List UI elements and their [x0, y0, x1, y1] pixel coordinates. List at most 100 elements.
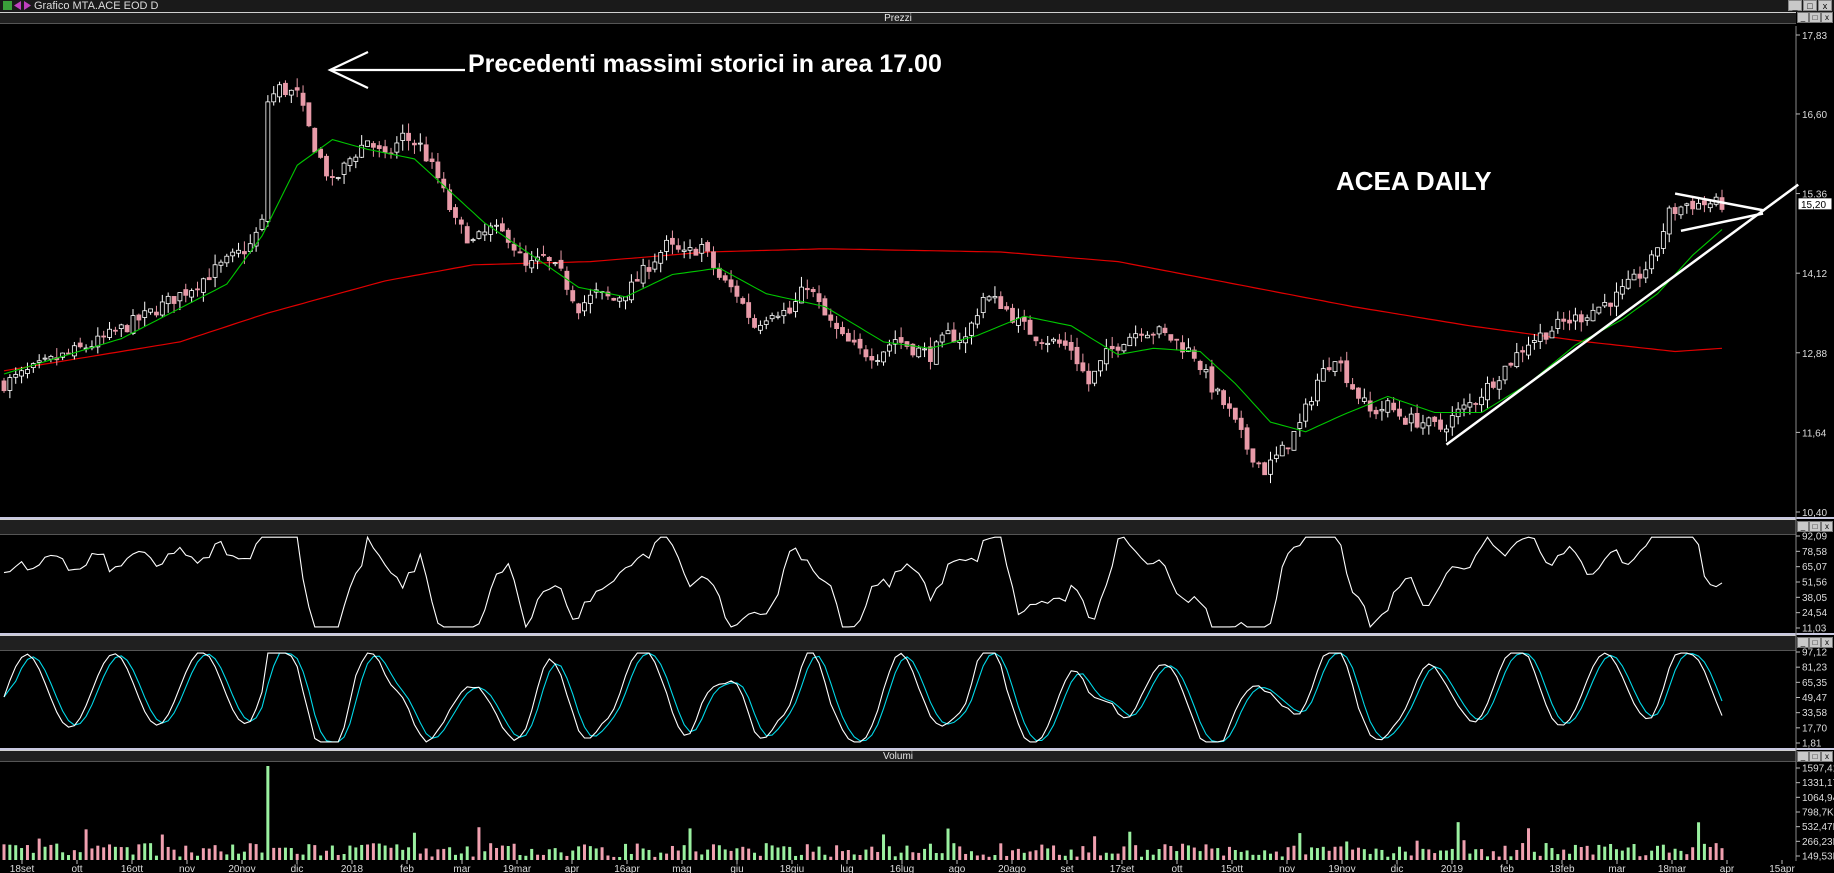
- candle-body: [1115, 346, 1121, 351]
- volume-bar: [1005, 855, 1009, 860]
- rsi-max-button[interactable]: □: [1809, 521, 1821, 532]
- candle-body: [1702, 200, 1707, 206]
- volume-bar: [1579, 847, 1583, 860]
- candle-body: [1561, 318, 1567, 322]
- volume-bar: [1609, 843, 1613, 860]
- panel-max-button[interactable]: □: [1809, 12, 1821, 23]
- panel-separator[interactable]: [0, 517, 1834, 519]
- candle-body: [658, 252, 664, 264]
- volume-bar: [1656, 845, 1660, 860]
- candle-body: [857, 338, 863, 349]
- candle-body: [288, 89, 294, 96]
- price-tick-label: 12,88: [1802, 349, 1827, 360]
- rsi-min-button[interactable]: _: [1797, 521, 1809, 532]
- last-price-label: 15,20: [1801, 200, 1826, 211]
- volume-bar: [1386, 856, 1390, 860]
- candle-body: [1238, 417, 1244, 430]
- date-tick-label: dic: [291, 864, 304, 873]
- volume-bar: [495, 847, 499, 860]
- candle-body: [312, 127, 318, 153]
- volume-bar: [635, 843, 639, 860]
- volume-bar: [1257, 854, 1261, 860]
- volume-bar: [1661, 844, 1665, 860]
- candle-body: [1297, 422, 1303, 429]
- candle-body: [546, 257, 552, 262]
- back-icon[interactable]: [13, 1, 22, 10]
- candle-body: [48, 355, 54, 360]
- volume-bar: [154, 855, 158, 860]
- volume-bar: [190, 852, 194, 860]
- volume-bar: [588, 846, 592, 860]
- candle-body: [793, 301, 798, 312]
- candle-body: [136, 314, 142, 321]
- volume-bar: [1251, 854, 1255, 860]
- osc-tick-label: 51,56: [1802, 578, 1827, 589]
- volume-bar: [84, 829, 88, 860]
- vol-close-button[interactable]: x: [1821, 751, 1833, 762]
- stoch-min-button[interactable]: _: [1797, 637, 1809, 648]
- volume-bar: [324, 850, 328, 860]
- candle-body: [957, 340, 963, 343]
- candle-body: [699, 244, 705, 254]
- candle-body: [1590, 309, 1596, 322]
- volume-bar: [653, 856, 657, 860]
- volume-bar: [119, 847, 123, 860]
- candle-body: [488, 225, 494, 235]
- volume-bar: [887, 846, 891, 860]
- volume-bar: [389, 847, 393, 860]
- volume-bar: [1227, 846, 1231, 860]
- panel-separator[interactable]: [0, 633, 1834, 635]
- candle-body: [271, 93, 277, 103]
- volume-bar: [606, 855, 610, 860]
- candle-body: [529, 260, 535, 269]
- candle-body: [89, 346, 95, 349]
- app-icon: [3, 1, 12, 10]
- candle-body: [863, 349, 869, 358]
- volume-bar: [1444, 850, 1448, 860]
- candle-body: [623, 296, 628, 302]
- candle-body: [605, 291, 611, 297]
- vol-min-button[interactable]: _: [1797, 751, 1809, 762]
- candle-body: [265, 101, 271, 222]
- candle-body: [1397, 408, 1402, 417]
- panel-close-button[interactable]: x: [1821, 12, 1833, 23]
- candle-body: [916, 347, 922, 358]
- candle-body: [810, 288, 816, 293]
- candle-body: [634, 279, 640, 282]
- maximize-button[interactable]: □: [1803, 0, 1817, 11]
- volume-bar: [899, 852, 903, 860]
- volume-bar: [1392, 853, 1396, 860]
- volume-bar: [565, 855, 569, 860]
- volume-bar: [143, 843, 147, 860]
- forward-icon[interactable]: [23, 1, 32, 10]
- volume-bar: [1046, 848, 1050, 860]
- volume-bar: [401, 849, 405, 860]
- stoch-max-button[interactable]: □: [1809, 637, 1821, 648]
- rsi-close-button[interactable]: x: [1821, 521, 1833, 532]
- vol-max-button[interactable]: □: [1809, 751, 1821, 762]
- candle-body: [1707, 203, 1713, 209]
- candle-body: [1162, 327, 1168, 334]
- volume-bar: [1345, 841, 1349, 860]
- close-button[interactable]: x: [1818, 0, 1832, 11]
- minimize-button[interactable]: _: [1788, 0, 1802, 11]
- candle-body: [107, 328, 112, 338]
- stoch-close-button[interactable]: x: [1821, 637, 1833, 648]
- vol-tick-label: 266,23K: [1802, 837, 1834, 848]
- candle-body: [353, 156, 359, 162]
- volume-bar: [1480, 849, 1484, 860]
- panel-min-button[interactable]: _: [1797, 12, 1809, 23]
- volume-bar: [518, 855, 522, 860]
- volume-bar: [55, 843, 59, 860]
- panel-separator[interactable]: [0, 748, 1834, 750]
- volume-bar: [577, 846, 581, 860]
- volume-bar: [1298, 833, 1302, 860]
- candle-body: [1596, 306, 1602, 314]
- vol-tick-label: 1597,41: [1802, 764, 1834, 775]
- candle-body: [1432, 416, 1438, 422]
- candle-body: [892, 339, 898, 345]
- candle-body: [951, 329, 957, 343]
- volume-bar: [1210, 848, 1214, 860]
- candle-body: [1092, 370, 1098, 384]
